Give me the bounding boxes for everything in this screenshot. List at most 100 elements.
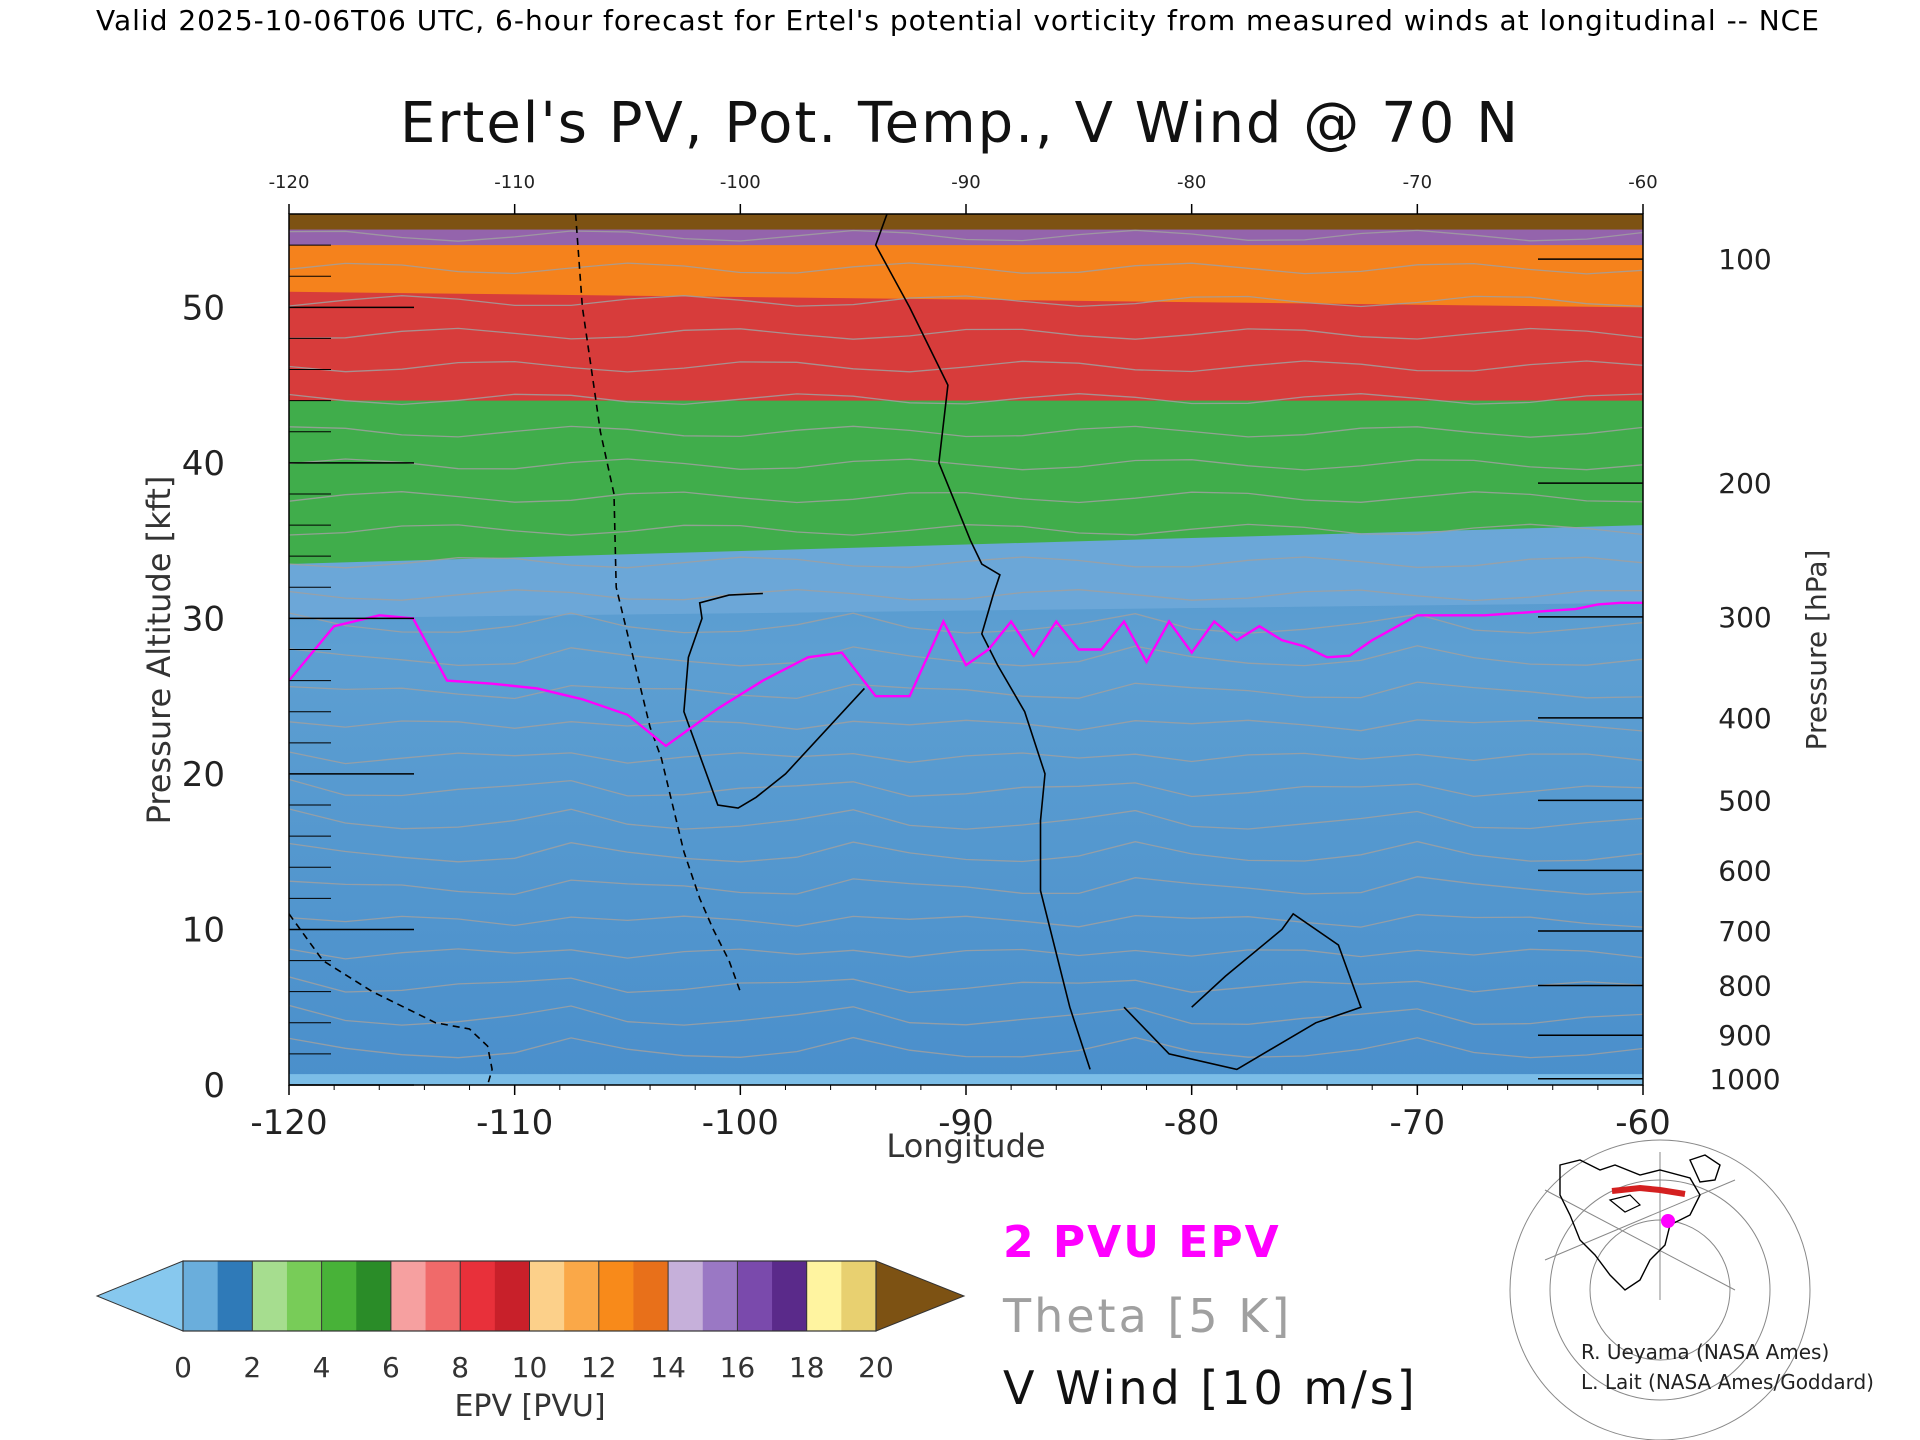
colorbar-segment: [633, 1261, 669, 1331]
x-top-tick-label: -80: [1177, 172, 1206, 193]
colorbar-over-arrow: [875, 1260, 966, 1332]
colorbar-segment: [494, 1261, 530, 1331]
plot-area: [289, 214, 1643, 1085]
colorbar-segment: [737, 1261, 773, 1331]
x-tick-label: -70: [1390, 1103, 1446, 1143]
colorbar-tick-label: 16: [720, 1351, 756, 1384]
theta-line-21: [289, 393, 1643, 406]
pv-field-bands: [289, 214, 1643, 1085]
colorbar-segment: [356, 1261, 392, 1331]
theta-line-16: [289, 556, 1643, 569]
theta-line-5: [289, 913, 1643, 928]
y-tick-label: 0: [203, 1066, 225, 1106]
x-top-tick-label: -70: [1403, 172, 1432, 193]
colorbar-segment: [183, 1261, 219, 1331]
colorbar-segment: [321, 1261, 357, 1331]
locator-map-icon: [1509, 1139, 1811, 1440]
theta-line-2: [289, 1004, 1643, 1026]
colorbar-tick-label: 10: [512, 1351, 548, 1384]
pressure-tick-label: 900: [1718, 1019, 1771, 1052]
colorbar-segment: [529, 1261, 565, 1331]
colorbar-segment: [772, 1261, 808, 1331]
y-tick-label: 20: [182, 755, 225, 795]
chart-title: Ertel's PV, Pot. Temp., V Wind @ 70 N: [400, 91, 1520, 156]
pressure-tick-label: 500: [1718, 784, 1771, 817]
pressure-tick-label: 100: [1718, 243, 1771, 276]
theta-line-24: [289, 295, 1643, 308]
theta-line-22: [289, 360, 1643, 373]
colorbar-tick-label: 18: [789, 1351, 825, 1384]
x-tick-label: -120: [250, 1103, 327, 1143]
theta-line-10: [289, 751, 1643, 765]
theta-line-4: [289, 948, 1643, 960]
colorbar-segment: [460, 1261, 496, 1331]
credit-line-1: R. Ueyama (NASA Ames): [1581, 1340, 1829, 1364]
x-tick-label: -80: [1164, 1103, 1220, 1143]
x-tick-label: -90: [938, 1103, 994, 1143]
theta-line-3: [289, 976, 1643, 994]
x-top-tick-label: -110: [494, 172, 535, 193]
colorbar-tick-label: 2: [243, 1351, 261, 1384]
x-top-tick-label: -120: [269, 172, 310, 193]
legend-pv2: 2 PVU EPV: [1003, 1217, 1281, 1268]
pressure-tick-label: 200: [1718, 467, 1771, 500]
v-wind-contour-3: [289, 913, 493, 1085]
y-tick-label: 40: [182, 444, 225, 484]
x-top-tick-label: -60: [1628, 172, 1657, 193]
colorbar-segment: [425, 1261, 461, 1331]
colorbar: 0 2 4 6 8 10 12 14 16 18 20: [95, 1260, 966, 1384]
theta-line-26: [289, 229, 1643, 242]
colorbar-tick-label: 12: [581, 1351, 617, 1384]
pv-band-surface: [289, 1074, 1643, 1085]
theta-line-1: [289, 1036, 1643, 1059]
pressure-tick-label: 800: [1718, 969, 1771, 1002]
colorbar-tick-label: 0: [174, 1351, 192, 1384]
colorbar-label: EPV [PVU]: [454, 1389, 605, 1424]
colorbar-tick-label: 14: [650, 1351, 686, 1384]
pv-band-top: [289, 214, 1643, 230]
theta-line-8: [289, 808, 1643, 830]
pressure-tick-label: 300: [1718, 601, 1771, 634]
theta-line-25: [289, 262, 1643, 275]
colorbar-segment: [806, 1261, 842, 1331]
colorbar-segment: [841, 1261, 877, 1331]
theta-line-15: [289, 588, 1643, 602]
theta-line-7: [289, 840, 1643, 863]
pressure-tick-label: 600: [1718, 854, 1771, 887]
x-tick-label: -100: [702, 1103, 779, 1143]
v-wind-contour-2: [574, 214, 742, 992]
theta-line-19: [289, 458, 1643, 471]
colorbar-segment: [598, 1261, 634, 1331]
y-tick-label: 50: [182, 288, 225, 328]
theta-line-6: [289, 876, 1643, 896]
credit-line-2: L. Lait (NASA Ames/Goddard): [1581, 1370, 1874, 1394]
theta-line-13: [289, 645, 1643, 667]
y-axis-label: Pressure Altitude [kft]: [140, 476, 178, 825]
colorbar-segment: [252, 1261, 288, 1331]
x-tick-label: -110: [476, 1103, 553, 1143]
theta-line-17: [289, 523, 1643, 536]
x-top-tick-label: -100: [720, 172, 761, 193]
pressure-tick-label: 400: [1718, 702, 1771, 735]
y-tick-label: 30: [182, 599, 225, 639]
legend-v-wind: V Wind [10 m/s]: [1003, 1361, 1418, 1415]
colorbar-segment: [390, 1261, 427, 1331]
v-wind-contour-0: [874, 214, 1091, 1070]
theta-line-12: [289, 681, 1643, 700]
colorbar-segment: [668, 1261, 704, 1331]
theta-line-11: [289, 719, 1643, 732]
x-tick-label: -60: [1615, 1103, 1671, 1143]
colorbar-segment: [702, 1261, 738, 1331]
pressure-tick-label: 700: [1718, 915, 1771, 948]
pv2-line-group: [289, 601, 1643, 748]
y-tick-label: 10: [182, 910, 225, 950]
pressure-tick-label: 1000: [1709, 1063, 1780, 1096]
colorbar-tick-label: 6: [382, 1351, 400, 1384]
colorbar-segment: [217, 1261, 253, 1331]
valid-line: Valid 2025-10-06T06 UTC, 6-hour forecast…: [96, 4, 1820, 37]
colorbar-under-arrow: [95, 1260, 184, 1332]
pv2-line: [289, 601, 1643, 748]
x-top-tick-label: -90: [951, 172, 980, 193]
y2-axis-label: Pressure [hPa]: [1800, 550, 1833, 751]
